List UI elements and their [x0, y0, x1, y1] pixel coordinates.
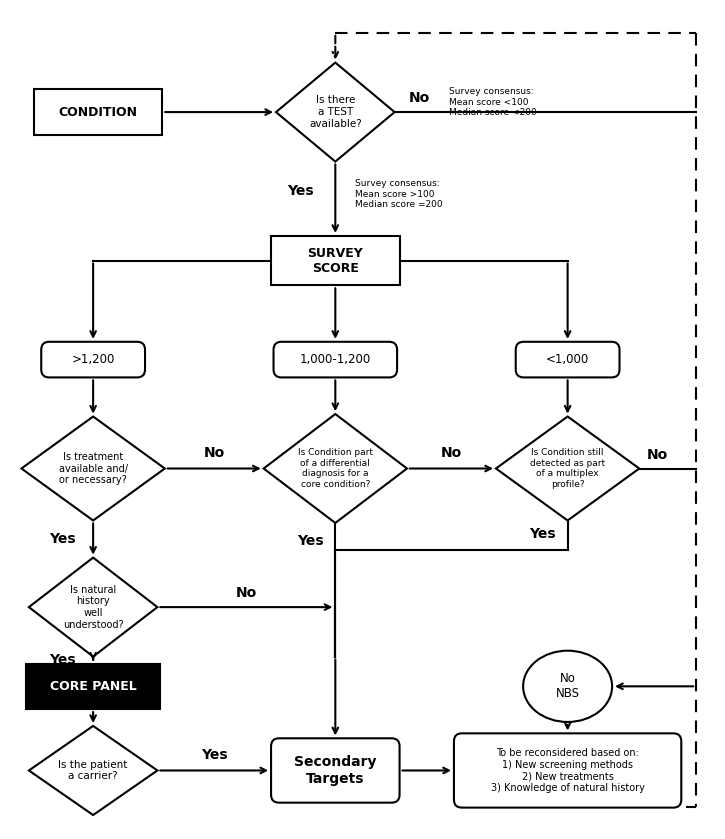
FancyBboxPatch shape: [273, 341, 397, 378]
Polygon shape: [22, 416, 165, 520]
Text: Survey consensus:
Mean score <100
Median score <200: Survey consensus: Mean score <100 Median…: [449, 87, 536, 117]
Text: Yes: Yes: [201, 748, 228, 762]
Text: Yes: Yes: [287, 184, 314, 198]
Text: No: No: [409, 91, 430, 105]
Text: Survey consensus:
Mean score >100
Median score =200: Survey consensus: Mean score >100 Median…: [355, 180, 443, 209]
Text: Is Condition part
of a differential
diagnosis for a
core condition?: Is Condition part of a differential diag…: [298, 448, 373, 488]
Text: SURVEY
SCORE: SURVEY SCORE: [307, 247, 363, 274]
FancyBboxPatch shape: [34, 89, 162, 135]
Polygon shape: [29, 558, 157, 657]
Text: Yes: Yes: [529, 528, 556, 541]
Text: No: No: [441, 446, 462, 460]
FancyBboxPatch shape: [515, 341, 619, 378]
FancyBboxPatch shape: [271, 738, 399, 803]
Text: No
NBS: No NBS: [555, 672, 579, 701]
Text: Yes: Yes: [297, 534, 323, 548]
Text: 1,000-1,200: 1,000-1,200: [299, 353, 371, 366]
Ellipse shape: [523, 651, 612, 722]
Text: Yes: Yes: [49, 532, 75, 546]
Text: Is natural
history
well
understood?: Is natural history well understood?: [63, 585, 123, 629]
Text: CONDITION: CONDITION: [59, 106, 138, 118]
Polygon shape: [276, 63, 394, 162]
Text: Yes: Yes: [49, 653, 75, 667]
Text: No: No: [204, 446, 225, 460]
Text: <1,000: <1,000: [546, 353, 589, 366]
Text: Is there
a TEST
available?: Is there a TEST available?: [309, 96, 362, 128]
Text: CORE PANEL: CORE PANEL: [50, 680, 136, 693]
Text: >1,200: >1,200: [72, 353, 115, 366]
Text: Secondary
Targets: Secondary Targets: [294, 755, 376, 785]
Polygon shape: [496, 416, 639, 520]
Text: To be reconsidered based on:
1) New screening methods
2) New treatments
3) Knowl: To be reconsidered based on: 1) New scre…: [491, 748, 645, 793]
Text: Is Condition still
detected as part
of a multiplex
profile?: Is Condition still detected as part of a…: [530, 448, 605, 488]
Text: No: No: [647, 448, 668, 461]
Text: No: No: [236, 586, 257, 600]
FancyBboxPatch shape: [271, 236, 399, 285]
FancyBboxPatch shape: [41, 341, 145, 378]
FancyBboxPatch shape: [454, 733, 682, 808]
FancyBboxPatch shape: [26, 664, 160, 709]
Polygon shape: [264, 414, 407, 523]
Polygon shape: [29, 726, 157, 815]
Text: Is treatment
available and/
or necessary?: Is treatment available and/ or necessary…: [59, 452, 128, 485]
Text: Is the patient
a carrier?: Is the patient a carrier?: [59, 759, 128, 781]
